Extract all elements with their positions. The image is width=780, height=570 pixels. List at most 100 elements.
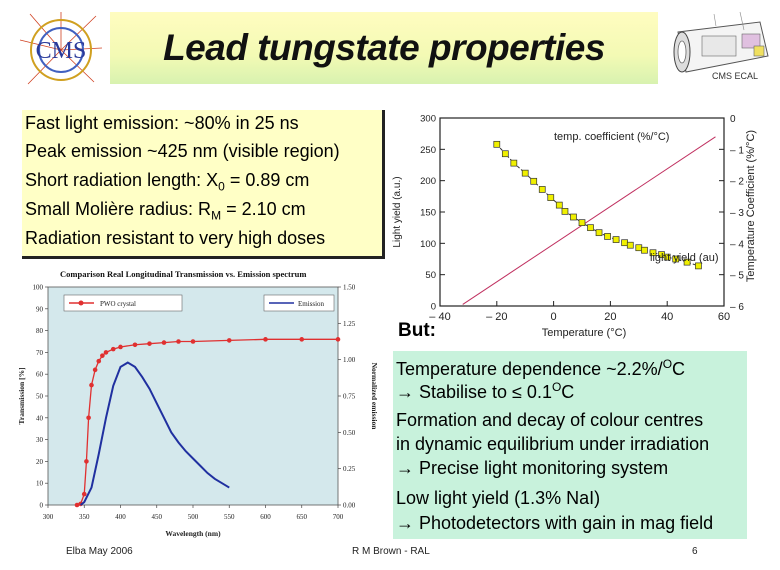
light-yield-point	[635, 244, 643, 252]
y-tick-label: 100	[33, 284, 44, 292]
transmission-legend: PWO crystal Emission	[63, 294, 335, 312]
transmission-point	[176, 339, 181, 344]
y-tick-label: 0	[431, 302, 436, 313]
property-line: Small Molière radius: RM = 2.10 cm	[25, 199, 306, 223]
light-yield-point	[530, 177, 538, 185]
note-line: → Precise light monitoring system	[396, 458, 669, 478]
transmission-point	[263, 337, 268, 342]
temp-coefficient-line	[462, 136, 716, 305]
note-line: → Stabilise to ≤ 0.1OC	[396, 380, 574, 403]
property-text: Short radiation length: X	[25, 170, 219, 190]
emission-legend-box	[263, 294, 335, 312]
property-text: = 2.10 cm	[221, 199, 306, 219]
y-tick-label: 70	[36, 349, 44, 357]
note-text: C	[672, 359, 686, 379]
light-yield-point	[641, 246, 648, 254]
y2-tick-label: 1.50	[343, 284, 356, 292]
x-tick-label: 350	[79, 513, 90, 521]
x-tick-label: 650	[297, 513, 308, 521]
emission-legend-label: Emission	[298, 300, 325, 308]
transmission-point	[299, 337, 305, 342]
y2-tick-label: – 6	[730, 302, 744, 313]
transmission-point	[74, 502, 80, 508]
y-tick-label: 90	[36, 305, 44, 313]
light-yield-point	[663, 253, 671, 261]
properties-box: Fast light emission: ~80% in 25 ns Peak …	[22, 110, 385, 259]
y-tick-label: 10	[36, 480, 44, 488]
transmission-point	[86, 415, 91, 421]
note-text: → Stabilise to ≤ 0.1	[396, 382, 552, 402]
x-tick-label: 40	[661, 311, 673, 323]
y2-tick-label: – 4	[730, 239, 744, 250]
y-tick-label: 200	[420, 176, 436, 187]
y2-tick-label: 1.00	[343, 356, 356, 364]
x-tick-label: 60	[718, 311, 730, 323]
x-tick-label: 400	[115, 513, 126, 521]
light-yield-y-axis-label: Light yield (a.u.)	[392, 176, 403, 247]
transmission-point	[84, 459, 89, 464]
transmission-point	[132, 342, 138, 348]
cms-logo-inner-ring	[38, 27, 84, 73]
y2-tick-label: 0.75	[343, 393, 356, 401]
y-tick-label: 50	[425, 270, 436, 281]
y2-tick-label: 0	[730, 114, 736, 125]
transmission-y-axis-label: Transmission [%]	[17, 367, 26, 424]
transmission-point	[118, 344, 123, 350]
temperature-x-axis-label: Temperature (°C)	[542, 327, 626, 339]
y-tick-label: 150	[420, 208, 436, 219]
light-yield-point	[521, 169, 529, 177]
footer-page-number: 6	[692, 546, 698, 557]
transmission-point	[81, 491, 87, 497]
emission-curve	[79, 361, 230, 506]
light-yield-point	[612, 236, 620, 243]
y-tick-label: 30	[36, 436, 44, 444]
transmission-point	[110, 346, 116, 352]
ecal-detector-image	[664, 10, 772, 84]
y2-tick-label: – 3	[730, 208, 744, 219]
property-line: Radiation resistant to very high doses	[25, 228, 326, 248]
note-superscript: O	[551, 380, 562, 394]
transmission-chart-title: Comparison Real Longitudinal Transmissio…	[60, 269, 306, 279]
light-yield-point	[501, 150, 509, 158]
property-subscript: M	[211, 208, 222, 223]
pwo-legend-marker	[78, 300, 84, 306]
light-yield-point	[587, 224, 594, 232]
y-tick-label: 300	[420, 114, 436, 125]
note-line: → Photodetectors with gain in mag field	[396, 513, 714, 533]
x-tick-label: 300	[43, 513, 54, 521]
x-tick-label: 600	[260, 513, 271, 521]
light-yield-annotation: light yield (au)	[650, 252, 718, 264]
y2-tick-label: 0.50	[343, 429, 356, 437]
y-tick-label: 80	[36, 327, 44, 335]
property-text: Small Molière radius: R	[25, 199, 212, 219]
x-tick-label: – 20	[486, 311, 507, 323]
light-yield-point	[672, 255, 680, 263]
light-yield-point	[649, 249, 657, 257]
x-tick-label: 700	[333, 513, 344, 521]
temp-coefficient-y2-axis-label: Temperature Coefficient (%/°C)	[745, 130, 757, 282]
transmission-point	[96, 358, 102, 364]
ecal-label: CMS ECAL	[712, 71, 759, 81]
property-subscript: 0	[218, 179, 225, 194]
y2-tick-label: 0.25	[343, 465, 356, 473]
pwo-legend-label: PWO crystal	[100, 300, 136, 308]
cms-logo-ring	[30, 19, 92, 81]
transmission-point	[190, 339, 196, 344]
transmission-plot-area	[47, 286, 339, 506]
x-tick-label: 20	[604, 311, 616, 323]
y-tick-label: 250	[420, 145, 436, 156]
slide-title: Lead tungstate properties	[163, 27, 605, 68]
note-line: Low light yield (1.3% NaI)	[396, 488, 601, 508]
y-tick-label: 100	[420, 239, 436, 250]
transmission-point	[89, 382, 94, 388]
transmission-point	[335, 337, 341, 342]
light-yield-plot-area	[439, 117, 725, 307]
light-yield-point	[555, 201, 563, 209]
y-tick-label: 20	[36, 458, 44, 466]
transmission-point	[103, 350, 109, 355]
transmission-point	[226, 338, 232, 343]
y-tick-label: 40	[36, 414, 44, 422]
light-yield-point	[683, 258, 691, 266]
note-text: C	[561, 382, 575, 402]
